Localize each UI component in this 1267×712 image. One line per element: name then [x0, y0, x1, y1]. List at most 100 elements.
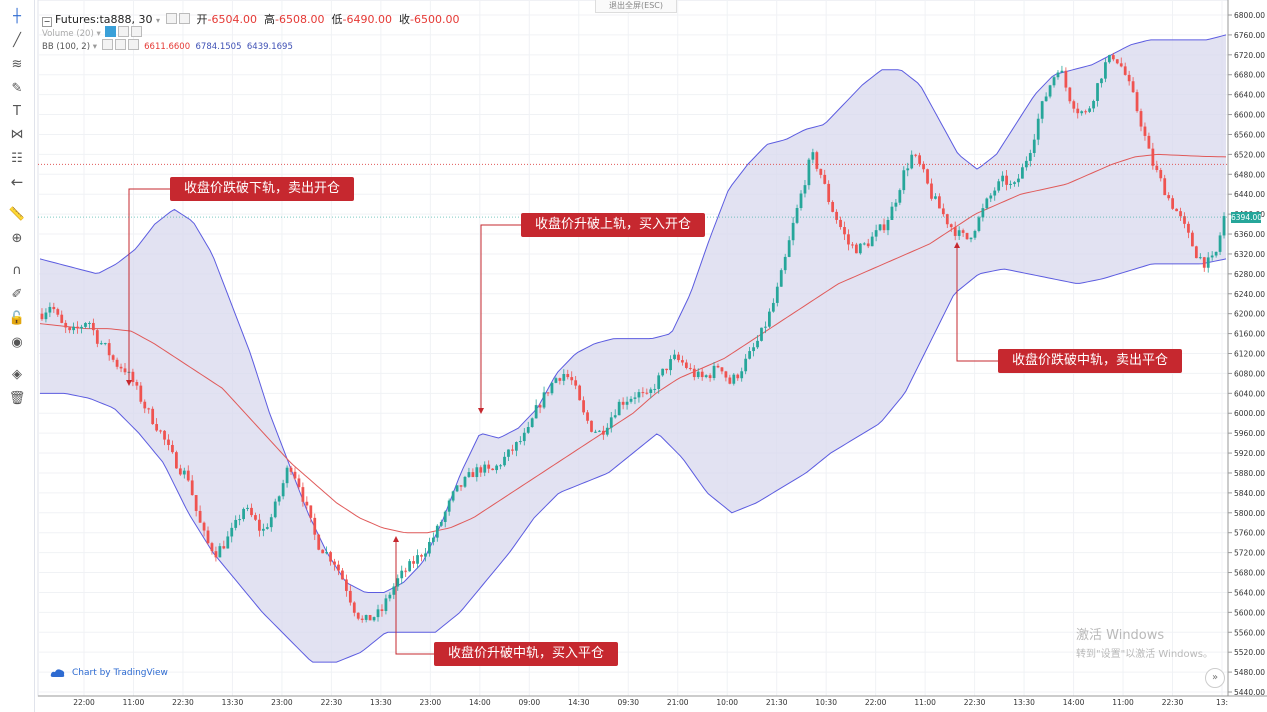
bollinger-band-fill [40, 34, 1226, 663]
candle-body [297, 478, 301, 488]
annotation-buy-open: 收盘价升破上轨，买入开仓 [521, 213, 706, 237]
x-tick-label: 14:00 [1063, 698, 1085, 707]
prediction-icon[interactable]: ☷ [11, 150, 23, 166]
candle-body [768, 311, 771, 327]
candle-body [190, 480, 194, 496]
candle-body [657, 375, 661, 389]
candle-body [756, 340, 759, 348]
candle-body [744, 358, 748, 372]
tradingview-branding[interactable]: Chart by TradingView [50, 668, 168, 678]
candle-body [103, 343, 107, 345]
lock-icon[interactable]: 🔓 [8, 310, 26, 326]
candle-body [1171, 198, 1175, 209]
candle-body [80, 326, 83, 329]
sell-close-pointer-arrowhead [954, 242, 960, 248]
hide-icon[interactable] [178, 13, 190, 24]
candle-body [578, 385, 582, 401]
candle-body [621, 401, 625, 405]
candle-body [835, 211, 838, 220]
current-price-tag: 6394.00 [1231, 212, 1263, 223]
candle-body [1100, 78, 1103, 84]
x-tick-label: 22:30 [1162, 698, 1184, 707]
y-tick-label: 6520.00 [1234, 150, 1265, 159]
eye-icon[interactable]: ◉ [11, 334, 23, 350]
y-tick-label: 6720.00 [1234, 51, 1265, 60]
candle-body [716, 365, 720, 368]
candle-body [443, 511, 447, 522]
bb-legend: BB (100, 2) ▾ 6611.6600 6784.1505 6439.1… [42, 39, 293, 52]
candle-body [827, 183, 831, 202]
candle-body [491, 468, 495, 471]
candle-body [866, 243, 870, 247]
ohlc-open-value: 6504.00 [211, 13, 258, 26]
candle-body [617, 401, 621, 416]
magnet-icon[interactable]: ∩ [12, 262, 22, 278]
candle-body [1032, 139, 1036, 154]
candle-body [811, 152, 815, 160]
candle-body [1115, 59, 1119, 64]
candle-body [333, 561, 336, 565]
candle-body [431, 537, 435, 542]
candle-body [665, 368, 668, 371]
crosshair-icon[interactable]: ┼ [13, 8, 21, 24]
zoom-in-icon[interactable]: ⊕ [11, 230, 23, 246]
fib-tool-icon[interactable]: ≋ [11, 56, 23, 72]
candle-body [1159, 170, 1163, 179]
candle-body [831, 201, 835, 212]
candle-body [783, 256, 787, 271]
candle-body [930, 183, 933, 199]
candle-body [182, 470, 186, 475]
candle-body [625, 401, 629, 405]
candle-body [732, 374, 736, 384]
candle-body [1013, 182, 1016, 184]
candle-body [341, 570, 344, 580]
stay-drawing-icon[interactable]: ✐ [11, 286, 23, 302]
y-tick-label: 6440.00 [1234, 190, 1265, 199]
candle-body [1084, 111, 1088, 113]
candle-body [206, 530, 210, 544]
candle-body [261, 528, 265, 531]
candle-body [858, 243, 862, 254]
candle-body [376, 609, 380, 618]
volume-visibility-icon[interactable] [105, 26, 117, 37]
y-tick-label: 5560.00 [1234, 628, 1265, 637]
bb-visibility-icon[interactable] [101, 39, 113, 50]
trash-icon[interactable]: 🗑 [8, 390, 26, 406]
back-arrow-icon[interactable]: ← [10, 173, 24, 191]
candle-body [566, 374, 570, 378]
candle-body [131, 371, 135, 383]
candle-body [681, 360, 684, 363]
candle-body [1194, 246, 1198, 259]
candle-body [803, 185, 807, 194]
candle-body [483, 464, 487, 473]
bb-settings-icon[interactable] [114, 39, 126, 50]
pattern-icon[interactable]: ⋈ [10, 126, 24, 142]
trend-line-icon[interactable]: ╱ [13, 32, 21, 48]
candle-body [949, 224, 953, 228]
bb-lower-value: 6439.1695 [246, 42, 293, 52]
candle-body [285, 467, 289, 484]
candle-body [317, 534, 321, 550]
candle-body [522, 432, 526, 442]
volume-close-icon[interactable] [131, 26, 143, 37]
y-tick-label: 6680.00 [1234, 71, 1265, 80]
brush-icon[interactable]: ✎ [11, 80, 23, 96]
dropdown-icon[interactable]: ▾ [156, 16, 161, 25]
candle-body [1206, 257, 1210, 268]
volume-settings-icon[interactable] [118, 26, 130, 37]
candle-body [416, 555, 419, 564]
candle-body [641, 392, 645, 394]
candle-body [88, 322, 91, 324]
layers-icon[interactable]: ◈ [12, 366, 22, 382]
candle-body [1044, 96, 1048, 102]
candle-body [293, 471, 297, 479]
exit-fullscreen-button[interactable]: 退出全屏(ESC) [595, 0, 677, 13]
x-tick-label: 22:30 [964, 698, 986, 707]
scroll-to-realtime-button[interactable]: » [1205, 668, 1225, 688]
text-tool-icon[interactable]: T [13, 103, 21, 119]
collapse-icon[interactable]: − [42, 17, 52, 27]
bb-close-icon[interactable] [127, 39, 139, 50]
ruler-icon[interactable]: 📏 [8, 206, 26, 222]
settings-icon[interactable] [165, 13, 177, 24]
